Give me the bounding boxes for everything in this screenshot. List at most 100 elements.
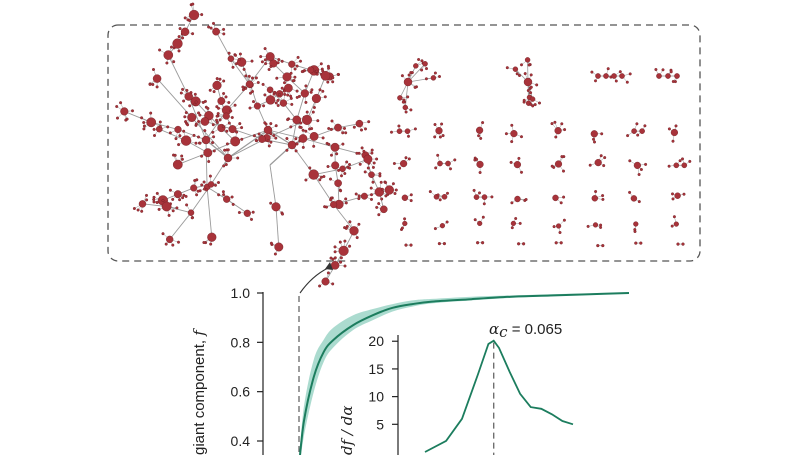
network-node — [400, 226, 404, 230]
network-node — [390, 130, 394, 134]
network-node — [304, 178, 308, 182]
network-node — [618, 70, 622, 74]
network-node — [445, 160, 451, 167]
network-node — [635, 122, 639, 126]
network-node — [601, 244, 605, 248]
network-node — [172, 60, 176, 64]
network-node — [513, 161, 522, 169]
network-node — [510, 220, 517, 227]
network-node — [237, 210, 241, 214]
network-node — [155, 200, 159, 204]
network-node — [198, 141, 202, 145]
network-node — [478, 170, 482, 174]
network-node — [299, 121, 303, 125]
network-node — [319, 175, 323, 179]
network-node — [173, 190, 182, 199]
network-node — [345, 160, 349, 164]
network-node — [115, 104, 119, 108]
network-node — [520, 170, 524, 174]
network-node — [425, 67, 429, 71]
network-node — [273, 252, 277, 256]
network-node — [453, 158, 457, 162]
network-node — [244, 86, 248, 90]
network-node — [413, 85, 417, 89]
network-node — [533, 103, 537, 107]
network-node — [445, 220, 449, 224]
network-node — [201, 100, 205, 104]
network-node — [177, 35, 181, 39]
network-node — [152, 197, 156, 201]
network-node — [287, 140, 297, 150]
network-node — [304, 129, 308, 133]
network-node — [515, 72, 519, 76]
network-node — [611, 73, 617, 79]
network-node — [218, 118, 222, 122]
network-node — [410, 71, 414, 75]
network-node — [288, 60, 296, 68]
network-node — [152, 127, 156, 131]
network-node — [358, 162, 362, 166]
network-node — [397, 124, 401, 128]
network-node — [371, 165, 375, 169]
network-node — [671, 192, 675, 196]
network-node — [188, 9, 200, 21]
network-node — [517, 156, 521, 160]
network-node — [558, 230, 562, 234]
network-edge — [250, 84, 258, 107]
network-node — [633, 221, 639, 227]
network-node — [333, 250, 337, 254]
network-node — [183, 115, 187, 119]
network-node — [327, 142, 331, 146]
network-node — [330, 153, 334, 157]
network-node — [481, 194, 488, 200]
network-node — [181, 87, 185, 91]
network-node — [196, 135, 200, 139]
network-node — [158, 120, 162, 124]
network-node — [603, 73, 609, 79]
network-node — [230, 136, 241, 147]
network-node — [231, 65, 235, 69]
network-node — [514, 195, 521, 203]
network-node — [207, 181, 215, 188]
network-node — [524, 57, 531, 63]
network-node — [181, 36, 185, 40]
network-node — [400, 74, 404, 78]
network-node — [339, 256, 343, 260]
network-node — [240, 126, 244, 130]
network-node — [289, 71, 293, 75]
network-node — [234, 62, 238, 66]
network-node — [380, 205, 388, 214]
network-edge — [230, 58, 250, 85]
inset-y-axis-label: df / dα — [338, 406, 356, 455]
network-node — [472, 188, 476, 192]
network-node — [403, 217, 407, 221]
network-node — [194, 141, 198, 145]
network-node — [553, 120, 557, 124]
network-node — [218, 77, 222, 81]
network-node — [283, 92, 287, 96]
network-edge — [267, 129, 293, 146]
network-node — [250, 89, 254, 93]
network-node — [625, 80, 629, 84]
network-node — [274, 136, 278, 140]
network-node — [311, 110, 315, 114]
network-node — [409, 108, 413, 112]
network-node — [555, 223, 562, 229]
network-node — [198, 113, 202, 117]
network-node — [417, 58, 421, 62]
network-node — [241, 85, 245, 89]
network-node — [211, 141, 215, 145]
network-node — [207, 25, 211, 29]
network-node — [338, 240, 342, 244]
network-node — [298, 134, 308, 143]
network-node — [370, 148, 374, 152]
network-node — [595, 73, 601, 79]
network-node — [213, 183, 217, 187]
network-node — [520, 63, 524, 67]
network-edge — [267, 129, 304, 139]
network-node — [166, 235, 174, 244]
network-node — [300, 70, 304, 74]
main-y-ticks: 1.0 0.8 0.6 0.4 — [231, 285, 263, 449]
network-node — [202, 240, 206, 244]
